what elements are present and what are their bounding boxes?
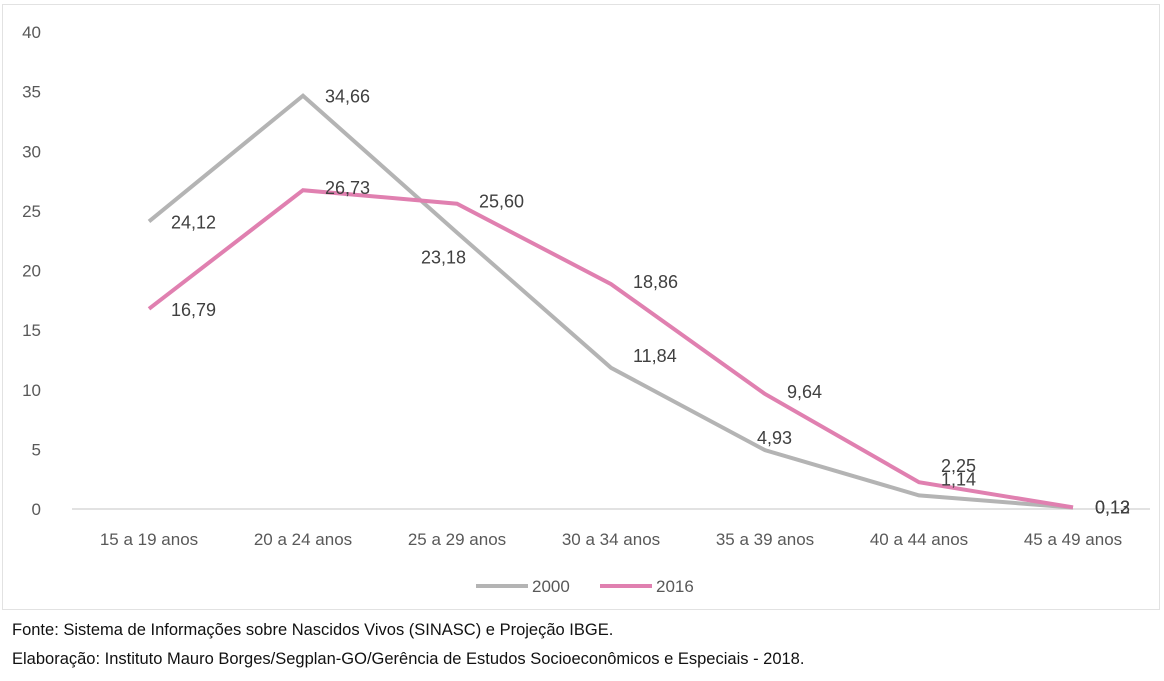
series-lines	[147, 93, 1074, 510]
y-tick-label: 5	[32, 440, 41, 459]
data-label-2016: 18,86	[633, 272, 678, 292]
y-tick-label: 0	[32, 500, 41, 519]
y-tick-label: 25	[22, 202, 41, 221]
y-tick-label: 35	[22, 83, 41, 102]
source-footnote: Fonte: Sistema de Informações sobre Nasc…	[12, 621, 614, 639]
chart-frame	[2, 4, 1160, 610]
x-axis: 15 a 19 anos 20 a 24 anos 25 a 29 anos 30 a…	[72, 508, 1150, 549]
y-axis-tick-labels: 0 5 10 15 20 25 30 35 40	[22, 23, 41, 519]
credit-footnote: Elaboração: Instituto Mauro Borges/Segpl…	[12, 650, 805, 668]
y-tick-label: 30	[22, 142, 41, 161]
data-label-2000: 23,18	[421, 248, 466, 268]
data-label-2000: 11,84	[633, 346, 677, 366]
series-line-2016	[147, 188, 1074, 510]
x-tick-label: 35 a 39 anos	[716, 530, 814, 549]
data-labels: 24,12 34,66 23,18 11,84 4,93 1,14 0,12 16,79 26,…	[171, 87, 1130, 518]
data-label-2000: 34,66	[325, 87, 370, 107]
data-label-2000: 4,93	[757, 428, 792, 448]
data-label-2016: 26,73	[325, 178, 370, 198]
data-label-2000: 24,12	[171, 212, 216, 232]
y-tick-label: 10	[22, 381, 41, 400]
y-tick-label: 15	[22, 321, 41, 340]
x-tick-label: 45 a 49 anos	[1024, 530, 1122, 549]
legend: 2000 2016	[476, 577, 694, 596]
x-tick-label: 30 a 34 anos	[562, 530, 660, 549]
data-label-2016: 16,79	[171, 300, 216, 320]
y-tick-label: 40	[22, 23, 41, 42]
data-label-2000: 0,12	[1095, 498, 1130, 518]
legend-label-2000: 2000	[532, 577, 570, 596]
x-tick-label: 20 a 24 anos	[254, 530, 352, 549]
x-tick-label: 25 a 29 anos	[408, 530, 506, 549]
y-tick-label: 20	[22, 262, 41, 281]
series-line-2000	[147, 93, 1074, 510]
data-label-2000: 1,14	[941, 469, 976, 489]
data-label-2016: 2,25	[941, 456, 976, 476]
x-tick-label: 15 a 19 anos	[100, 530, 198, 549]
data-label-2016: 0,13	[1095, 497, 1130, 517]
data-label-2016: 9,64	[787, 382, 822, 402]
x-tick-label: 40 a 44 anos	[870, 530, 968, 549]
data-label-2016: 25,60	[479, 192, 524, 212]
legend-label-2016: 2016	[656, 577, 694, 596]
line-chart: 0 5 10 15 20 25 30 35 40 15 a 19 anos 20 a 24 ano…	[22, 23, 1150, 596]
